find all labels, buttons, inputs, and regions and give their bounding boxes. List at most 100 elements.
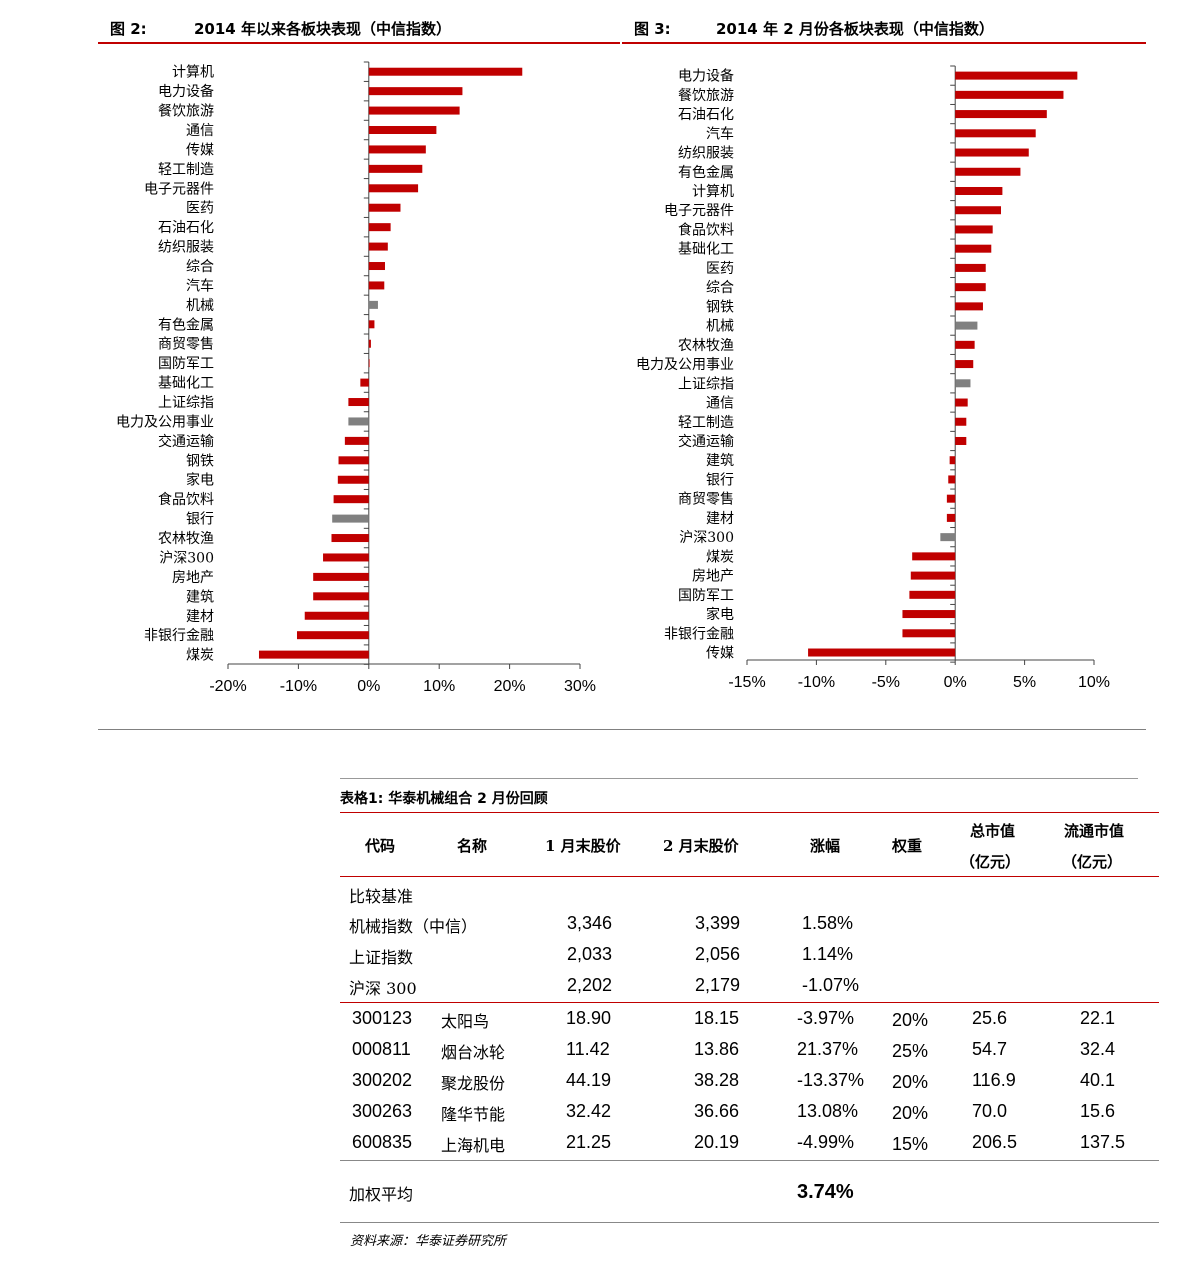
category-label: 汽车	[706, 125, 734, 142]
bar	[808, 648, 956, 657]
header-market-cap: 总市值	[970, 822, 1016, 840]
category-label: 餐饮旅游	[678, 88, 734, 104]
category-label: 有色金属	[158, 316, 214, 333]
category-label: 电子元器件	[664, 203, 734, 219]
table-bottom-border	[340, 1222, 1159, 1223]
bar	[955, 436, 967, 445]
stock-weight: 20%	[892, 1103, 929, 1123]
category-label: 沪深300	[679, 530, 734, 546]
category-label: 电子元器件	[144, 181, 214, 197]
stock-market-cap: 206.5	[972, 1132, 1018, 1152]
category-label: 煤炭	[706, 549, 734, 565]
bar	[258, 650, 369, 659]
bar	[955, 379, 971, 388]
header-weight: 权重	[892, 837, 923, 855]
stock-name: 聚龙股份	[441, 1074, 506, 1093]
x-tick-label: -5%	[872, 674, 900, 691]
bar	[955, 321, 978, 330]
stock-change: -13.37%	[797, 1070, 865, 1090]
bar	[304, 611, 369, 620]
stock-float-cap: 15.6	[1080, 1101, 1116, 1121]
bar	[368, 87, 463, 96]
category-label: 家电	[186, 472, 214, 489]
bar	[955, 340, 975, 349]
category-label: 非银行金融	[144, 628, 214, 644]
benchmark-jan-value: 2,033	[567, 944, 613, 964]
category-label: 家电	[706, 606, 734, 623]
bar	[946, 494, 956, 503]
bar	[296, 631, 369, 640]
bar	[368, 203, 401, 212]
category-label: 综合	[706, 280, 734, 296]
category-label: 建材	[706, 511, 734, 527]
category-label: 纺织服装	[158, 240, 214, 256]
bar	[368, 184, 419, 193]
bar	[955, 167, 1021, 176]
figure3-header: 图 3: 2014 年 2 月份各板块表现（中信指数）	[622, 12, 1146, 44]
bar	[955, 263, 986, 272]
bar	[955, 110, 1047, 119]
figure3-number: 图 3:	[634, 20, 671, 38]
category-label: 房地产	[172, 570, 214, 586]
category-label: 建筑	[706, 453, 734, 469]
header-code: 代码	[365, 837, 396, 855]
bar	[912, 552, 956, 561]
stock-jan-price: 32.42	[566, 1101, 612, 1121]
stock-market-cap: 54.7	[972, 1039, 1008, 1059]
x-tick-label: 10%	[1078, 674, 1110, 691]
bar	[368, 223, 391, 232]
category-label: 建材	[186, 609, 214, 625]
header-feb-price: 2 月末股价	[663, 837, 739, 855]
category-label: 机械	[186, 298, 214, 314]
category-label: 基础化工	[678, 241, 734, 258]
bar	[955, 148, 1029, 157]
benchmark-jan-value: 2,202	[567, 975, 613, 995]
category-label: 医药	[706, 261, 734, 277]
table-header-bottom-border	[340, 876, 1159, 877]
bar	[955, 186, 1003, 195]
category-label: 纺织服装	[678, 146, 734, 162]
header-jan-price: 1 月末股价	[545, 837, 621, 855]
weighted-average-value: 3.74%	[797, 1181, 854, 1203]
stock-code: 300202	[352, 1070, 413, 1090]
x-tick-label: 10%	[423, 678, 455, 695]
stock-feb-price: 38.28	[694, 1070, 740, 1090]
category-label: 银行	[706, 472, 734, 488]
stock-change: -3.97%	[797, 1008, 855, 1028]
x-tick-label: -10%	[798, 674, 835, 691]
stock-change: 13.08%	[797, 1101, 859, 1121]
bar	[368, 320, 375, 329]
benchmark-change: -1.07%	[802, 975, 860, 995]
category-label: 石油石化	[678, 107, 734, 123]
bar	[368, 126, 437, 135]
stock-feb-price: 18.15	[694, 1008, 740, 1028]
bar	[909, 590, 956, 599]
bar	[338, 456, 369, 465]
stocks-bottom-border	[340, 1160, 1159, 1161]
bar	[368, 106, 460, 115]
bar	[333, 495, 369, 504]
bar	[955, 244, 992, 253]
header-float-cap-unit: （亿元）	[1062, 853, 1123, 871]
category-label: 银行	[186, 512, 214, 528]
benchmark-jan-value: 3,346	[567, 913, 613, 933]
stock-code: 600835	[352, 1132, 413, 1152]
stock-float-cap: 22.1	[1080, 1008, 1116, 1028]
bar	[368, 145, 426, 154]
category-label: 通信	[186, 123, 214, 139]
category-label: 电力设备	[158, 83, 214, 100]
category-label: 建筑	[186, 589, 214, 605]
category-label: 电力及公用事业	[636, 357, 734, 373]
bar	[910, 571, 956, 580]
figure2-number: 图 2:	[110, 20, 147, 38]
x-tick-label: -15%	[728, 674, 765, 691]
bar	[368, 67, 523, 76]
bar	[948, 475, 956, 484]
bar	[940, 533, 956, 542]
stock-weight: 25%	[892, 1041, 929, 1061]
bar	[313, 592, 369, 601]
stock-float-cap: 32.4	[1080, 1039, 1116, 1059]
stock-code: 300263	[352, 1101, 413, 1121]
category-label: 计算机	[692, 184, 734, 200]
stock-market-cap: 116.9	[972, 1070, 1016, 1090]
